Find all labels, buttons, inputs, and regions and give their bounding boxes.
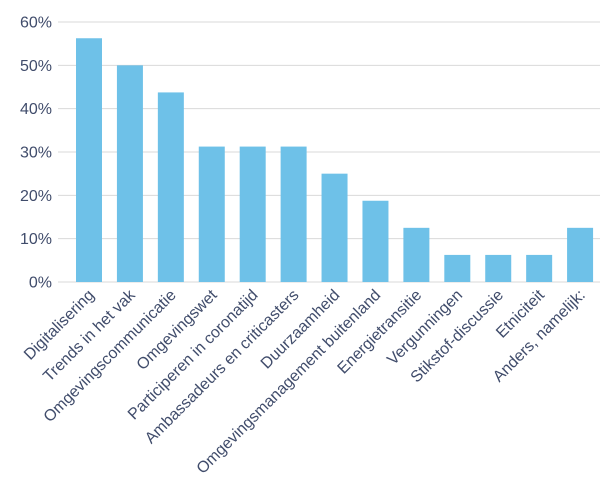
bar [444, 254, 471, 282]
bar [362, 200, 389, 282]
x-category-label: Digitalisering [21, 287, 98, 364]
y-tick-label: 40% [20, 101, 52, 118]
bar [239, 146, 266, 282]
bar [526, 254, 553, 282]
bar [321, 173, 348, 282]
bar [403, 227, 430, 282]
y-tick-label: 50% [20, 58, 52, 75]
bar [157, 92, 184, 283]
bar [567, 227, 594, 282]
bars [76, 38, 594, 283]
y-tick-label: 20% [20, 188, 52, 205]
y-tick-label: 30% [20, 145, 52, 162]
y-tick-label: 60% [20, 15, 52, 32]
bar [280, 146, 307, 282]
y-tick-label: 10% [20, 231, 52, 248]
bar [198, 146, 225, 282]
bar [116, 65, 143, 282]
bar [485, 254, 512, 282]
y-axis-tick-labels: 0% 10% 20% 30% 40% 50% 60% [20, 15, 52, 292]
bar [76, 38, 102, 282]
y-tick-label: 0% [29, 275, 52, 292]
